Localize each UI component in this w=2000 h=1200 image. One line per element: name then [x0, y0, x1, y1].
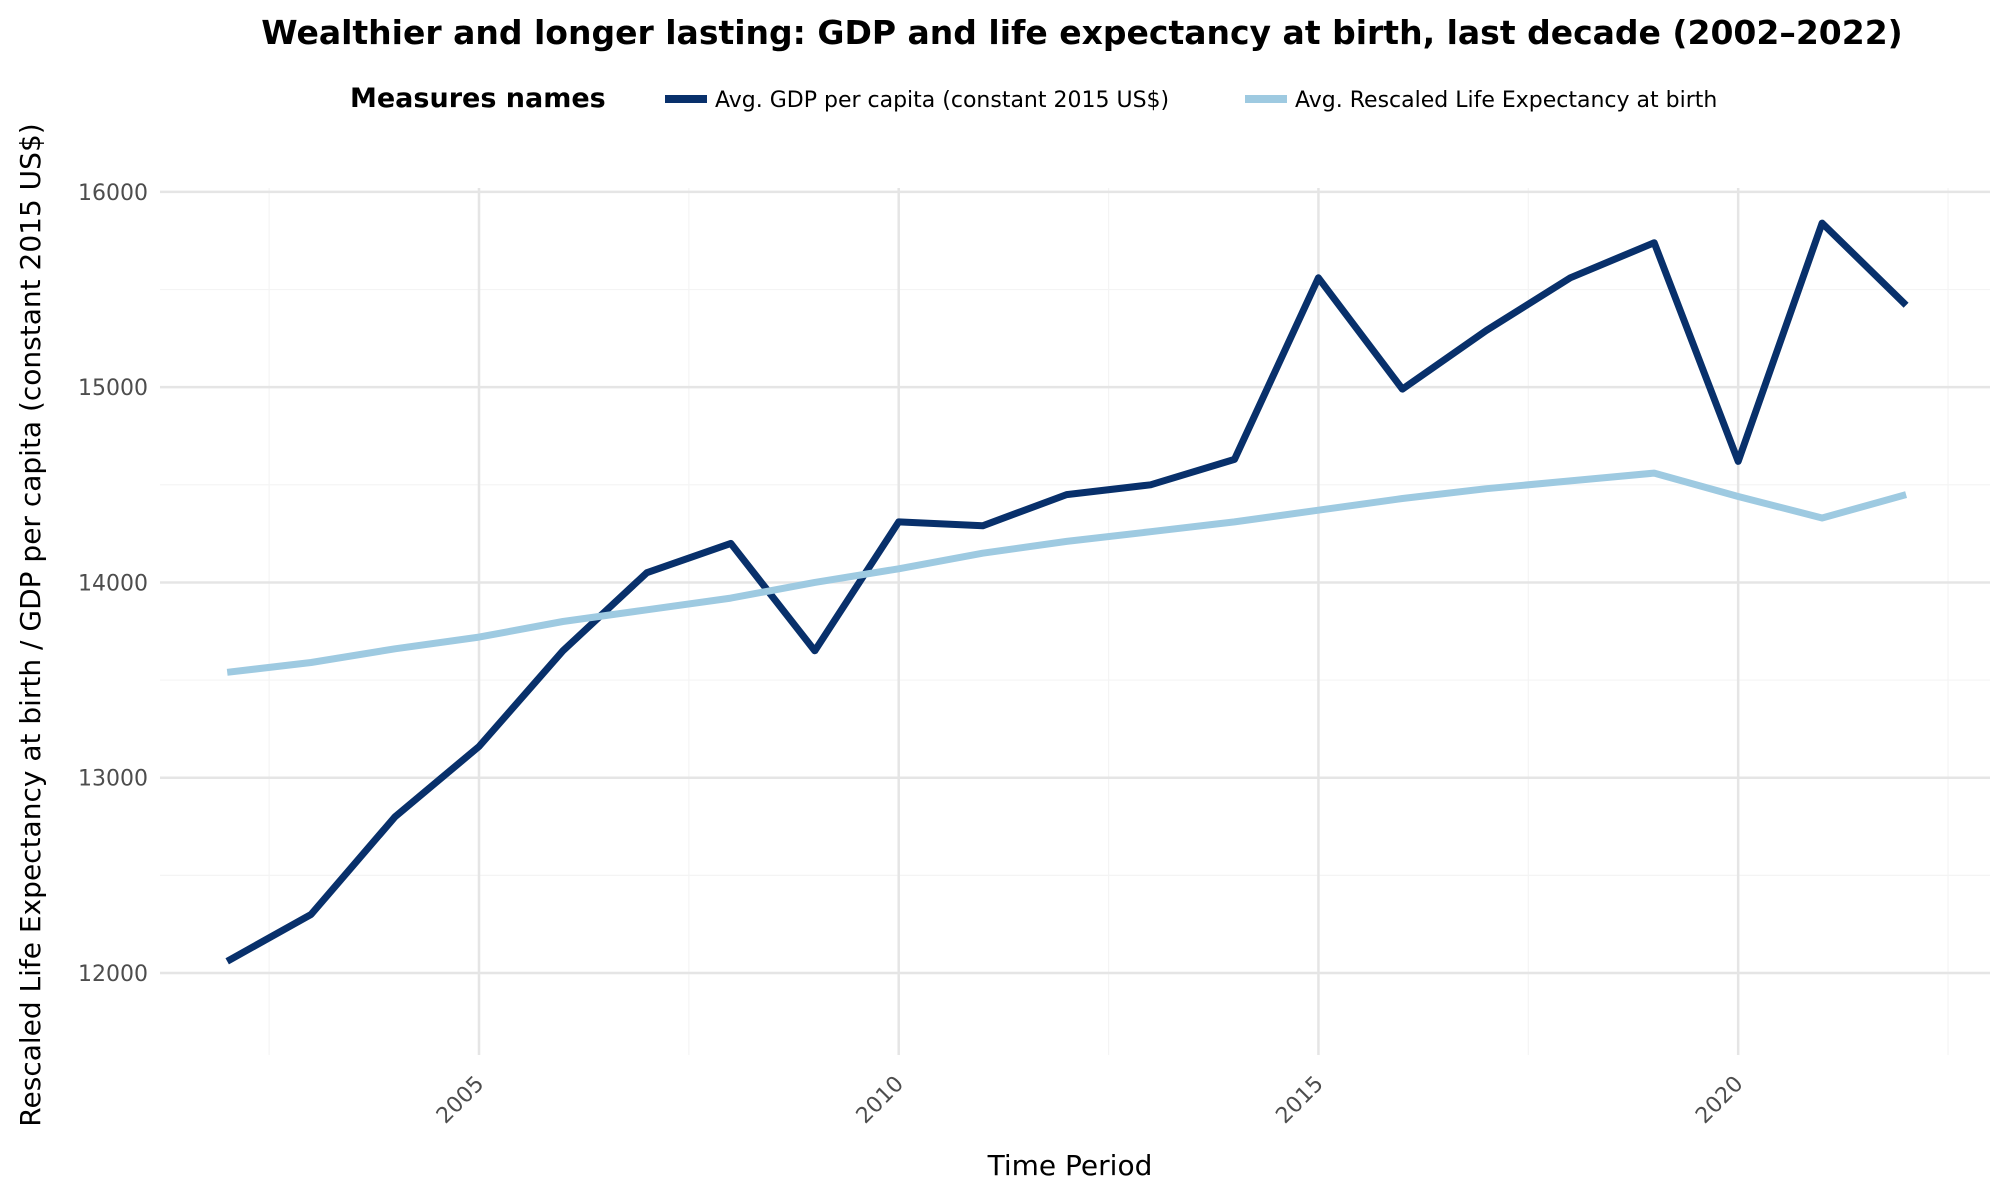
y-tick-label: 12000 — [78, 962, 148, 987]
x-axis-ticks: 2005 2010 2015 2020 — [432, 1072, 1748, 1129]
legend-title: Measures names — [350, 83, 606, 114]
grid — [160, 188, 1990, 1055]
y-tick-label: 16000 — [78, 181, 148, 206]
x-tick-label: 2005 — [432, 1072, 489, 1129]
x-tick-label: 2020 — [1691, 1072, 1748, 1129]
x-axis-title: Time Period — [987, 1149, 1153, 1182]
y-tick-label: 14000 — [78, 571, 148, 596]
legend: Measures names Avg. GDP per capita (cons… — [350, 83, 1717, 114]
life-expectancy-series-line — [226, 469, 1908, 676]
legend-label-gdp: Avg. GDP per capita (constant 2015 US$) — [715, 88, 1169, 113]
series-lines — [225, 219, 1909, 965]
y-tick-label: 15000 — [78, 376, 148, 401]
y-axis-title: Rescaled Life Expectancy at birth / GDP … — [14, 123, 47, 1126]
y-tick-label: 13000 — [78, 767, 148, 792]
y-axis-ticks: 12000 13000 14000 15000 16000 — [78, 181, 148, 987]
chart-title: Wealthier and longer lasting: GDP and li… — [261, 13, 1903, 52]
x-tick-label: 2015 — [1271, 1072, 1328, 1129]
legend-label-life-expectancy: Avg. Rescaled Life Expectancy at birth — [1295, 88, 1717, 113]
x-tick-label: 2010 — [852, 1072, 909, 1129]
gdp-series-line — [225, 219, 1909, 965]
